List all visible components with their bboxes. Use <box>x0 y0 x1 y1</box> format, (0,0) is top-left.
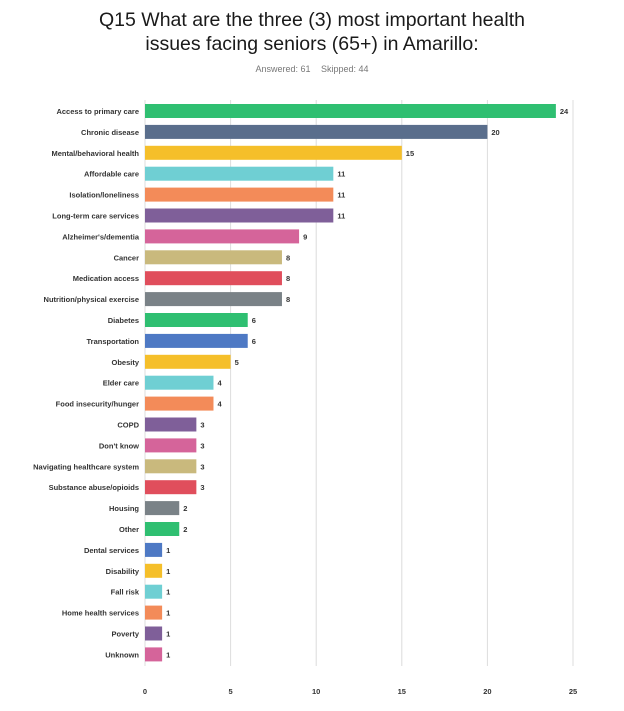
category-label: Transportation <box>86 337 139 346</box>
category-label: Isolation/loneliness <box>69 191 139 200</box>
bar-26 <box>145 647 163 662</box>
x-tick-label: 25 <box>569 687 577 696</box>
category-label: Nutrition/physical exercise <box>44 295 139 304</box>
title-block: Q15 What are the three (3) most importan… <box>0 8 624 74</box>
value-label: 1 <box>166 609 170 618</box>
category-label: Chronic disease <box>81 128 139 137</box>
category-label: Obesity <box>111 358 139 367</box>
value-label: 15 <box>406 149 414 158</box>
value-label: 2 <box>183 504 187 513</box>
category-label: Unknown <box>105 650 139 659</box>
value-label: 6 <box>252 337 256 346</box>
category-label: Long-term care services <box>52 212 139 221</box>
bar-24 <box>145 605 163 620</box>
value-label: 4 <box>217 400 222 409</box>
category-label: Mental/behavioral health <box>51 149 139 158</box>
bar-4 <box>145 187 334 202</box>
category-label: Home health services <box>62 609 139 618</box>
value-label: 20 <box>491 128 499 137</box>
category-label: Affordable care <box>84 170 139 179</box>
category-label: Disability <box>106 567 140 576</box>
bar-5 <box>145 208 334 223</box>
value-label: 1 <box>166 588 170 597</box>
category-label: Elder care <box>103 379 139 388</box>
value-label: 1 <box>166 546 170 555</box>
bar-21 <box>145 542 163 557</box>
value-label: 3 <box>200 441 204 450</box>
bar-18 <box>145 480 197 495</box>
value-label: 6 <box>252 316 256 325</box>
bar-9 <box>145 292 282 307</box>
bar-20 <box>145 522 180 536</box>
value-label: 1 <box>166 650 170 659</box>
bar-16 <box>145 438 197 453</box>
category-label: Access to primary care <box>56 107 139 116</box>
bar-25 <box>145 626 163 641</box>
bar-22 <box>145 563 163 578</box>
category-label: Fall risk <box>111 588 140 597</box>
category-label: Diabetes <box>108 316 139 325</box>
x-tick-label: 0 <box>143 687 147 696</box>
value-label: 8 <box>286 295 290 304</box>
skipped-count: Skipped: 44 <box>321 64 369 74</box>
category-label: Don't know <box>99 441 139 450</box>
bar-19 <box>145 501 180 516</box>
category-label: Medication access <box>73 274 139 283</box>
bar-0 <box>145 104 556 118</box>
category-label: Dental services <box>84 546 139 555</box>
bar-17 <box>145 459 197 474</box>
value-label: 11 <box>337 191 345 200</box>
x-tick-label: 10 <box>312 687 320 696</box>
value-label: 11 <box>337 170 345 179</box>
bar-7 <box>145 250 282 265</box>
value-label: 8 <box>286 253 290 262</box>
category-label: Alzheimer's/dementia <box>62 232 140 241</box>
bar-10 <box>145 313 248 327</box>
bar-14 <box>145 396 214 411</box>
response-stats: Answered: 61 Skipped: 44 <box>0 64 624 74</box>
bar-2 <box>145 145 402 160</box>
value-label: 1 <box>166 567 170 576</box>
value-label: 9 <box>303 232 307 241</box>
value-label: 3 <box>200 421 204 430</box>
bar-11 <box>145 333 248 348</box>
category-label: Cancer <box>114 253 140 262</box>
bar-12 <box>145 354 231 369</box>
value-label: 8 <box>286 274 290 283</box>
bar-13 <box>145 375 214 390</box>
x-tick-label: 15 <box>398 687 406 696</box>
bar-8 <box>145 271 282 286</box>
answered-count: Answered: 61 <box>255 64 311 74</box>
value-label: 3 <box>200 462 204 471</box>
category-label: Poverty <box>111 630 139 639</box>
value-label: 5 <box>235 358 239 367</box>
bar-23 <box>145 584 163 599</box>
bar-6 <box>145 229 300 244</box>
category-label: COPD <box>117 421 139 430</box>
chart-title: Q15 What are the three (3) most importan… <box>99 9 525 55</box>
value-label: 4 <box>217 379 222 388</box>
bar-15 <box>145 417 197 432</box>
bar-3 <box>145 166 334 181</box>
category-label: Substance abuse/opioids <box>49 483 139 492</box>
category-label: Housing <box>109 504 139 513</box>
value-label: 3 <box>200 483 204 492</box>
category-label: Navigating healthcare system <box>33 462 139 471</box>
value-label: 11 <box>337 212 345 221</box>
value-label: 1 <box>166 630 170 639</box>
x-tick-label: 5 <box>229 687 233 696</box>
category-label: Other <box>119 525 139 534</box>
value-label: 24 <box>560 107 569 116</box>
value-label: 2 <box>183 525 187 534</box>
bar-1 <box>145 124 488 139</box>
x-tick-label: 20 <box>483 687 491 696</box>
category-label: Food insecurity/hunger <box>56 400 139 409</box>
